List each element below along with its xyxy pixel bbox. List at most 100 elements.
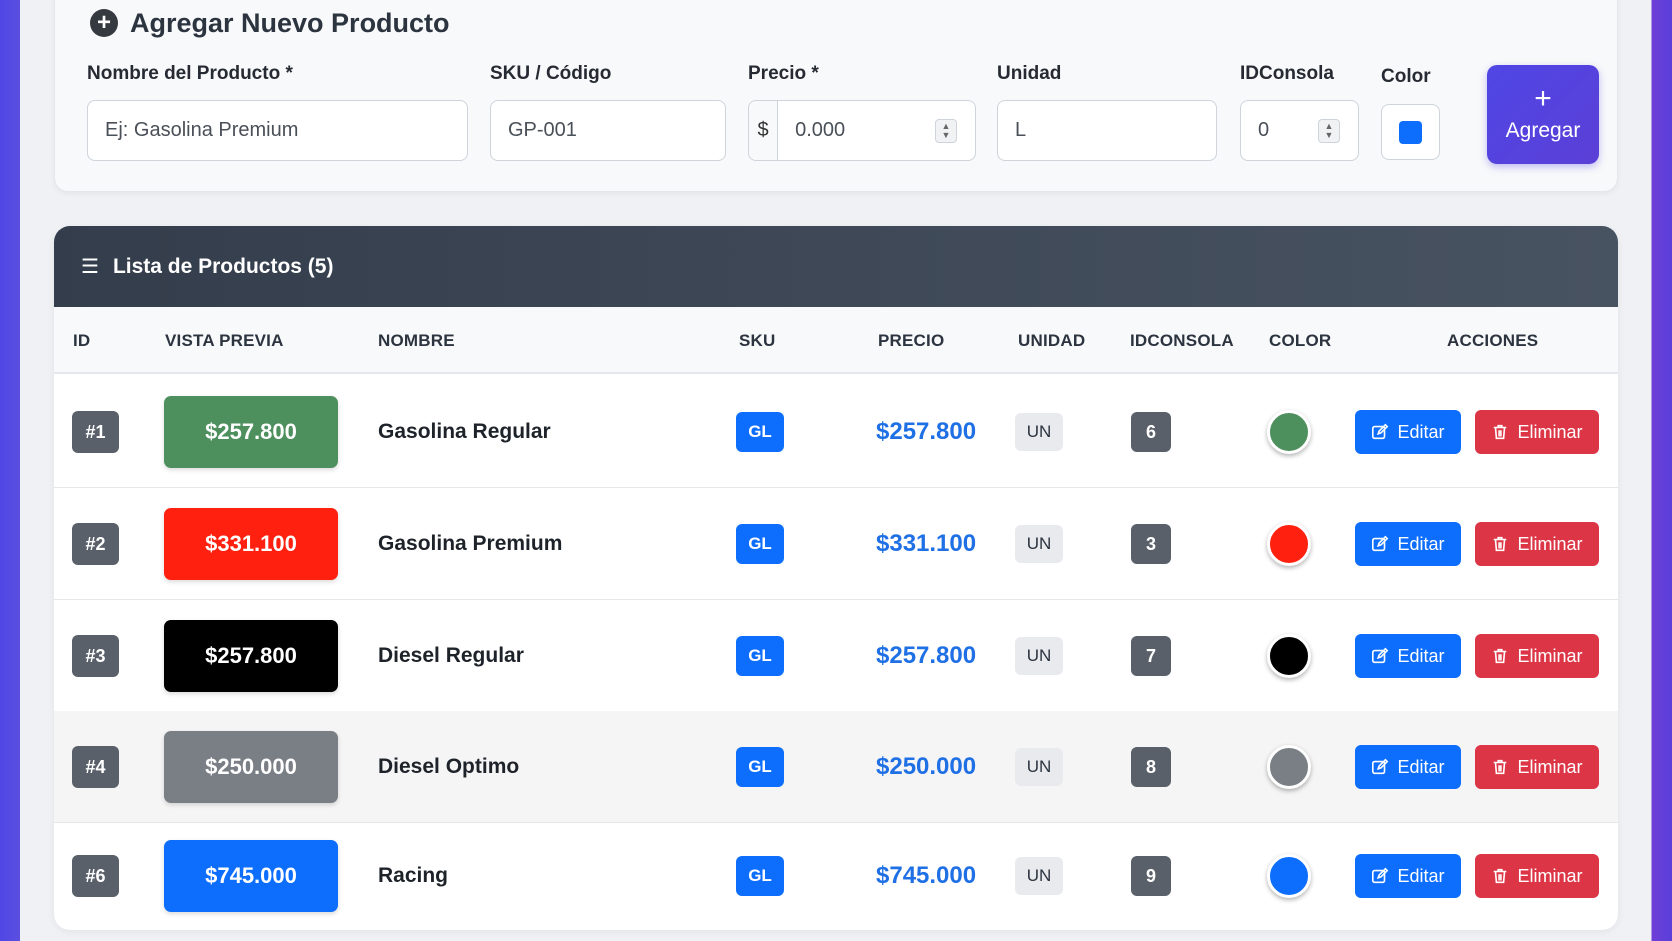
product-name: Diesel Optimo xyxy=(378,755,520,778)
column-header: ID xyxy=(73,330,91,350)
sku-field[interactable] xyxy=(490,100,726,161)
price-cell: $257.800 xyxy=(876,600,976,712)
product-list-card: ☰ Lista de Productos (5) ID VISTA PREVIA… xyxy=(54,226,1618,930)
sku-badge: GL xyxy=(736,636,784,676)
unit-cell: UN xyxy=(1015,600,1063,712)
unit-input[interactable] xyxy=(998,119,1216,142)
price-cell: $250.000 xyxy=(876,711,976,823)
trash-icon xyxy=(1491,867,1509,885)
unit-badge: UN xyxy=(1015,637,1063,675)
edit-icon xyxy=(1371,423,1389,441)
name-cell: Diesel Regular xyxy=(378,600,524,712)
edit-icon xyxy=(1371,647,1389,665)
list-title: Lista de Productos (5) xyxy=(112,254,334,278)
delete-button[interactable]: Eliminar xyxy=(1475,745,1599,789)
preview-cell: $257.800 xyxy=(164,376,338,488)
unit-cell: UN xyxy=(1015,488,1063,600)
table-row: #2 $331.100 Gasolina Premium GL $331.100 UN 3 E… xyxy=(54,488,1618,600)
delete-button[interactable]: Eliminar xyxy=(1475,854,1599,898)
table-row: #6 $745.000 Racing GL $745.000 UN 9 Editar Elimi… xyxy=(54,820,1618,930)
add-button[interactable]: + Agregar xyxy=(1487,65,1599,164)
table-row: #1 $257.800 Gasolina Regular GL $257.800 UN 6 E… xyxy=(54,376,1618,488)
edit-button[interactable]: Editar xyxy=(1355,745,1461,789)
unit-field[interactable] xyxy=(997,100,1217,161)
id-badge: #4 xyxy=(72,746,119,788)
price-label: Precio * xyxy=(748,63,819,84)
actions-cell: Editar Eliminar xyxy=(1355,711,1599,823)
console-cell: 6 xyxy=(1131,376,1171,488)
price-preview: $250.000 xyxy=(164,731,338,803)
list-header: ☰ Lista de Productos (5) xyxy=(54,226,1618,307)
edit-label: Editar xyxy=(1397,421,1445,442)
id-cell: #1 xyxy=(72,376,119,488)
delete-button[interactable]: Eliminar xyxy=(1475,410,1599,454)
edit-button[interactable]: Editar xyxy=(1355,634,1461,678)
console-input[interactable] xyxy=(1241,119,1318,142)
form-title-text: Agregar Nuevo Producto xyxy=(130,7,450,38)
color-cell xyxy=(1267,600,1311,712)
id-badge: #2 xyxy=(72,523,119,565)
column-header: COLOR xyxy=(1269,330,1332,350)
price-cell: $257.800 xyxy=(876,376,976,488)
console-badge: 6 xyxy=(1131,412,1171,452)
unit-cell: UN xyxy=(1015,711,1063,823)
sku-cell: GL xyxy=(736,600,784,712)
price-value: $331.100 xyxy=(876,530,977,557)
delete-label: Eliminar xyxy=(1517,865,1583,886)
product-name: Diesel Regular xyxy=(378,644,524,667)
delete-button[interactable]: Eliminar xyxy=(1475,634,1599,678)
price-stepper-icon[interactable]: ▲ ▼ xyxy=(935,118,957,143)
unit-badge: UN xyxy=(1015,525,1063,563)
currency-prefix: $ xyxy=(749,101,779,160)
delete-label: Eliminar xyxy=(1517,756,1583,777)
price-value: $257.800 xyxy=(876,642,977,669)
price-preview: $331.100 xyxy=(164,508,338,580)
id-cell: #3 xyxy=(72,600,119,712)
id-badge: #1 xyxy=(72,411,119,453)
edit-icon xyxy=(1371,867,1389,885)
price-preview: $257.800 xyxy=(164,396,338,468)
name-cell: Diesel Optimo xyxy=(378,711,519,823)
price-cell: $331.100 xyxy=(876,488,976,600)
console-badge: 8 xyxy=(1131,747,1171,787)
unit-badge: UN xyxy=(1015,748,1063,786)
unit-label: Unidad xyxy=(997,63,1062,84)
name-field[interactable] xyxy=(87,100,468,161)
edit-icon xyxy=(1371,535,1389,553)
edit-button[interactable]: Editar xyxy=(1355,522,1461,566)
edit-button[interactable]: Editar xyxy=(1355,410,1461,454)
edit-button[interactable]: Editar xyxy=(1355,854,1461,898)
plus-icon: + xyxy=(1534,81,1552,115)
price-value: $250.000 xyxy=(876,753,977,780)
preview-cell: $745.000 xyxy=(164,820,338,930)
id-badge: #6 xyxy=(72,855,119,897)
color-picker[interactable] xyxy=(1381,104,1440,160)
color-cell xyxy=(1267,711,1311,823)
color-dot xyxy=(1267,745,1311,789)
price-input[interactable] xyxy=(778,119,935,142)
sku-cell: GL xyxy=(736,820,784,930)
sku-label: SKU / Código xyxy=(490,63,612,84)
price-field[interactable]: $ ▲▼ xyxy=(748,100,976,161)
console-stepper-icon[interactable]: ▲ ▼ xyxy=(1318,118,1340,143)
console-label: IDConsola xyxy=(1240,63,1334,84)
plus-circle-icon: + xyxy=(90,9,118,37)
console-field[interactable]: ▲▼ xyxy=(1240,100,1359,161)
delete-button[interactable]: Eliminar xyxy=(1475,522,1599,566)
console-cell: 3 xyxy=(1131,488,1171,600)
product-name: Gasolina Regular xyxy=(378,420,551,443)
id-cell: #2 xyxy=(72,488,119,600)
sku-input[interactable] xyxy=(491,119,725,142)
form-title: + Agregar Nuevo Producto xyxy=(90,6,450,40)
unit-badge: UN xyxy=(1015,413,1063,451)
actions-cell: Editar Eliminar xyxy=(1355,820,1599,930)
delete-label: Eliminar xyxy=(1517,533,1583,554)
id-cell: #4 xyxy=(72,711,119,823)
price-value: $257.800 xyxy=(876,418,977,445)
trash-icon xyxy=(1491,535,1509,553)
actions-cell: Editar Eliminar xyxy=(1355,600,1599,712)
preview-cell: $257.800 xyxy=(164,600,338,712)
sku-cell: GL xyxy=(736,711,784,823)
unit-badge: UN xyxy=(1015,857,1063,895)
name-input[interactable] xyxy=(88,119,467,142)
